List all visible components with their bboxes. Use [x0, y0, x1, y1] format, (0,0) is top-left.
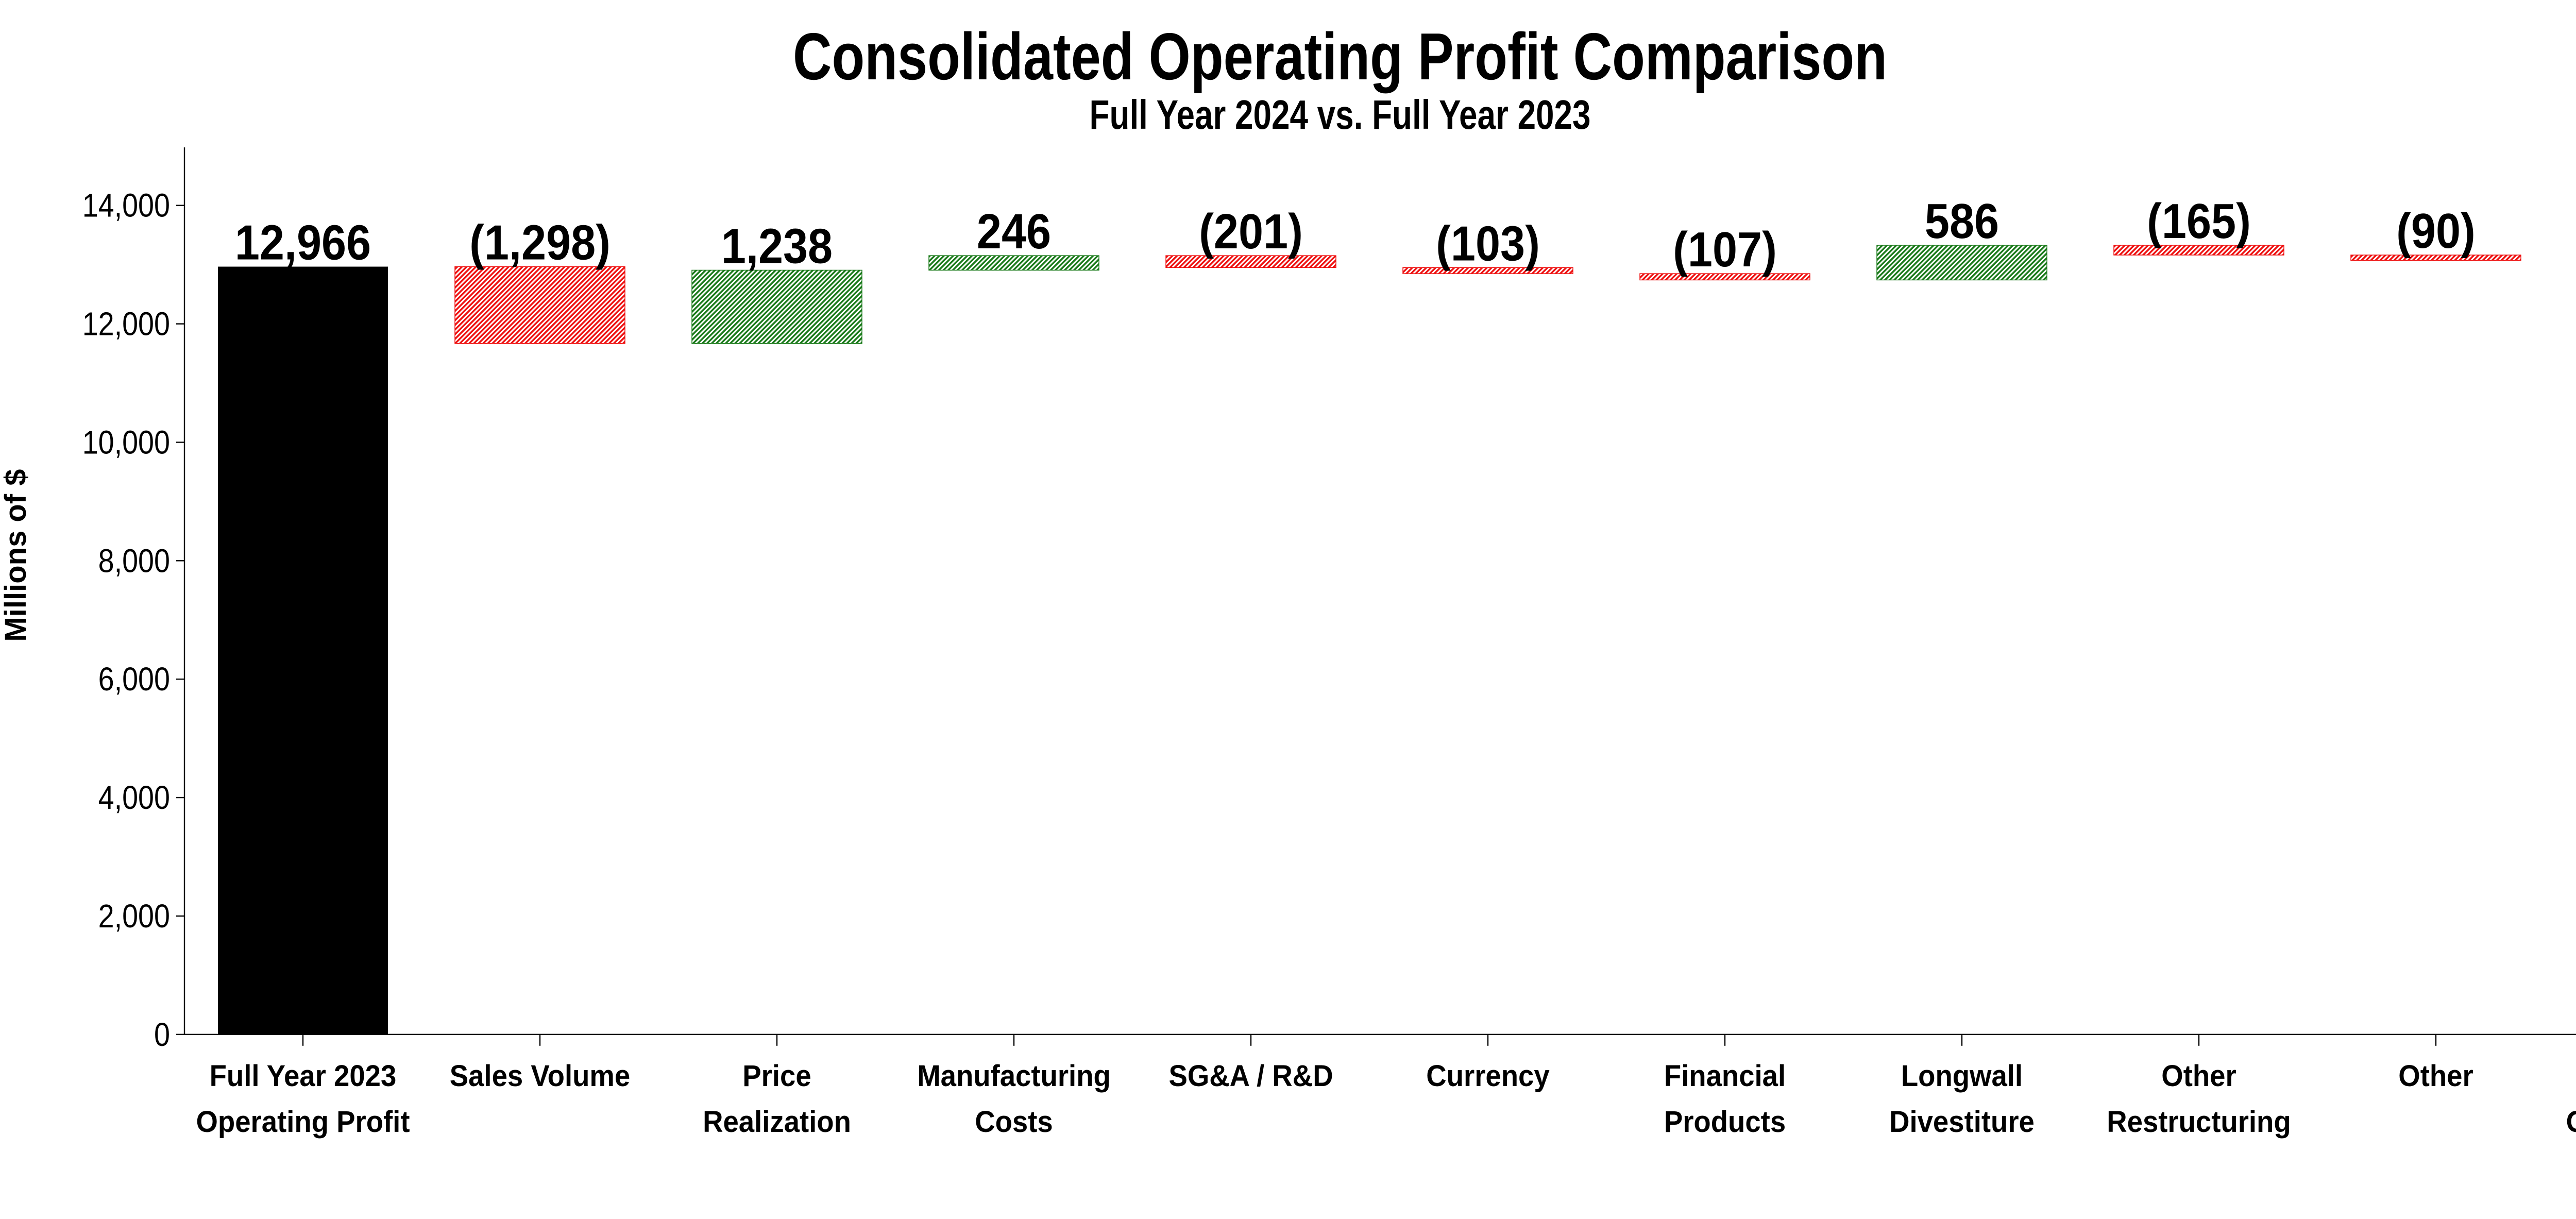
svg-text:Operating Profit: Operating Profit [196, 1105, 410, 1139]
svg-text:10,000: 10,000 [82, 424, 170, 461]
svg-text:Costs: Costs [975, 1105, 1053, 1139]
svg-text:Millions of $: Millions of $ [0, 469, 32, 641]
svg-text:Sales Volume: Sales Volume [450, 1059, 631, 1093]
svg-text:(201): (201) [1199, 204, 1303, 259]
svg-text:8,000: 8,000 [98, 542, 170, 579]
svg-text:Operating Profit: Operating Profit [2566, 1105, 2576, 1139]
svg-text:Currency: Currency [1426, 1059, 1549, 1093]
svg-text:Restructuring: Restructuring [2107, 1105, 2291, 1139]
svg-text:(90): (90) [2396, 204, 2476, 259]
svg-text:1,238: 1,238 [721, 218, 833, 274]
svg-text:(165): (165) [2147, 194, 2251, 249]
svg-text:Full Year 2024 vs. Full Year 2: Full Year 2024 vs. Full Year 2023 [1090, 92, 1591, 138]
svg-text:Consolidated Operating Profit: Consolidated Operating Profit Comparison [793, 20, 1887, 94]
svg-text:Financial: Financial [1664, 1059, 1786, 1093]
svg-text:4,000: 4,000 [98, 779, 170, 816]
svg-text:Full Year 2023: Full Year 2023 [210, 1059, 397, 1093]
svg-text:586: 586 [1925, 194, 1999, 249]
svg-text:Price: Price [742, 1059, 811, 1093]
svg-text:Products: Products [1664, 1105, 1786, 1139]
svg-text:Divestiture: Divestiture [1889, 1105, 2035, 1139]
svg-text:Longwall: Longwall [1901, 1059, 2023, 1093]
svg-text:Realization: Realization [703, 1105, 851, 1139]
svg-text:Other: Other [2398, 1059, 2473, 1093]
svg-text:6,000: 6,000 [98, 661, 170, 698]
svg-text:0: 0 [154, 1016, 170, 1053]
svg-text:SG&A / R&D: SG&A / R&D [1168, 1059, 1333, 1093]
svg-text:Manufacturing: Manufacturing [917, 1059, 1111, 1093]
svg-text:246: 246 [977, 204, 1051, 259]
svg-text:12,966: 12,966 [235, 215, 371, 270]
svg-text:(1,298): (1,298) [469, 215, 611, 270]
svg-text:14,000: 14,000 [82, 187, 170, 224]
svg-text:(103): (103) [1436, 216, 1540, 271]
svg-text:12,000: 12,000 [82, 306, 170, 343]
svg-text:Other: Other [2161, 1059, 2236, 1093]
svg-text:(107): (107) [1673, 222, 1777, 277]
svg-text:2,000: 2,000 [98, 898, 170, 935]
